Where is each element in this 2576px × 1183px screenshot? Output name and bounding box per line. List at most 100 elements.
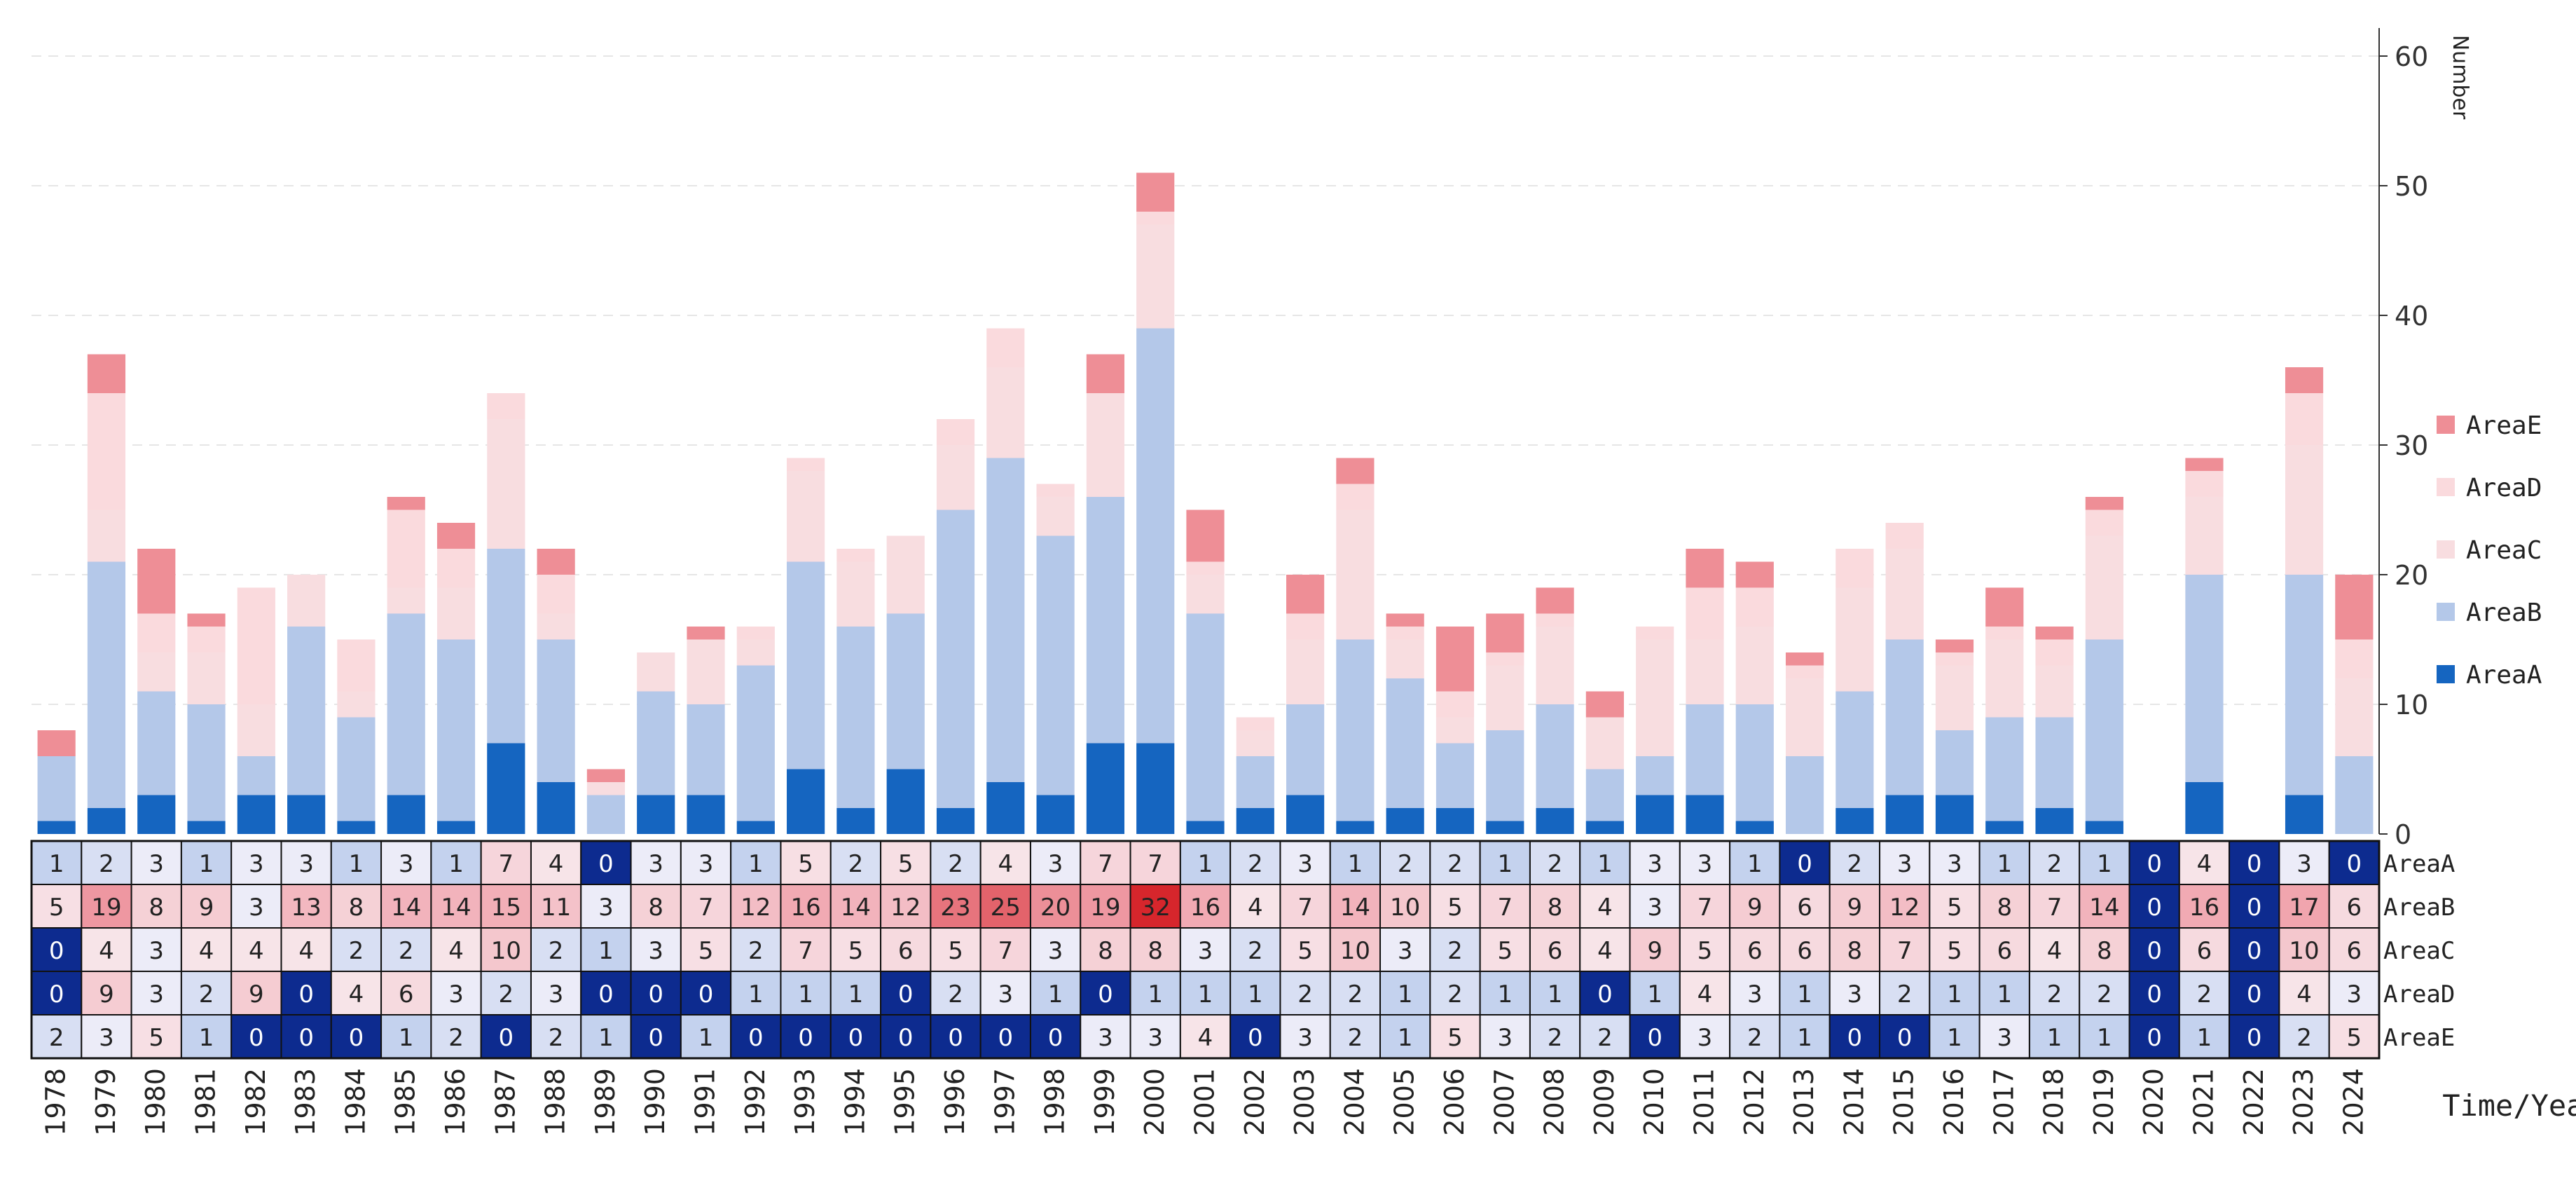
heatmap-cell-areae-2001 [1179, 1014, 1232, 1059]
heatmap-cell-aread-1992 [730, 971, 782, 1016]
heatmap-cell-areac-2020 [2128, 927, 2180, 972]
bar-areab-2017 [1985, 717, 2024, 821]
x-tick-label-2010: 2010 [1639, 1068, 1669, 1136]
heatmap-value: 3 [298, 850, 314, 878]
heatmap-value: 4 [1697, 980, 1713, 1008]
heatmap-value: 0 [1048, 1024, 1063, 1052]
bar-areac-2015 [1885, 549, 1924, 640]
bar-areaa-2023 [2285, 795, 2324, 834]
heatmap-value: 2 [1348, 980, 1363, 1008]
y-axis: Number 0 10 20 30 40 50 60 [2378, 28, 2472, 850]
bar-areae-2013 [1785, 652, 1824, 666]
bar-areac-1983 [287, 575, 326, 627]
heatmap-value: 7 [1697, 894, 1713, 922]
heatmap-value: 4 [199, 937, 214, 965]
heatmap-cell-areab-1991 [680, 884, 732, 929]
heatmap-cell-aread-2006 [1429, 971, 1481, 1016]
heatmap-cell-aread-2004 [1329, 971, 1382, 1016]
bar-areae-1986 [436, 523, 476, 549]
bar-areae-2024 [2335, 575, 2374, 640]
heatmap-value: 1 [1148, 980, 1163, 1008]
heatmap-cell-aread-1999 [1080, 971, 1131, 1016]
bar-areab-1984 [337, 717, 376, 821]
heatmap-value: 0 [2247, 894, 2262, 922]
heatmap-cell-areae-1983 [280, 1014, 332, 1059]
heatmap-cell-areae-2020 [2128, 1014, 2180, 1059]
heatmap-value: 4 [1198, 1024, 1213, 1052]
bar-aread-2006 [1435, 691, 1475, 718]
x-tick-label-2023: 2023 [2288, 1068, 2319, 1136]
heatmap-value: 2 [2047, 850, 2062, 878]
x-tick-label-2009: 2009 [1589, 1068, 1620, 1136]
heatmap-value: 1 [848, 980, 864, 1008]
bar-areac-2019 [2085, 535, 2123, 640]
heatmap-value: 2 [1597, 1024, 1613, 1052]
heatmap-value: 4 [549, 850, 564, 878]
bar-areac-2024 [2335, 678, 2374, 756]
heatmap-value: 1 [1497, 850, 1513, 878]
bar-aread-1988 [537, 575, 575, 614]
heatmap-cell-areaa-2009 [1579, 840, 1631, 885]
bar-areaa-1980 [137, 795, 176, 834]
bar-areab-2002 [1236, 756, 1274, 808]
heatmap-value: 7 [1497, 894, 1513, 922]
heatmap-value: 6 [898, 937, 914, 965]
heatmap-cell-areab-2007 [1479, 884, 1531, 929]
bar-areab-2018 [2035, 717, 2074, 808]
heatmap-cell-aread-1988 [530, 971, 582, 1016]
heatmap-value: 5 [2347, 1024, 2362, 1052]
bar-areab-2014 [1835, 691, 1874, 808]
heatmap-value: 0 [698, 980, 714, 1008]
heatmap-value: 3 [1098, 1024, 1113, 1052]
bar-areab-2021 [2185, 575, 2224, 782]
heatmap-value: 5 [1947, 937, 1962, 965]
heatmap-value: 3 [1497, 1024, 1513, 1052]
heatmap-value: 3 [149, 850, 164, 878]
bar-areaa-2008 [1536, 808, 1574, 834]
heatmap-value: 6 [1797, 937, 1812, 965]
legend-swatch-areac [2437, 540, 2455, 559]
bar-areab-1993 [787, 561, 825, 770]
heatmap-value: 14 [391, 894, 421, 922]
heatmap-cell-areae-2005 [1379, 1014, 1431, 1059]
bar-areaa-1999 [1086, 743, 1124, 834]
legend-label-aread: AreaD [2466, 474, 2542, 502]
bar-areab-2007 [1486, 730, 1524, 821]
bar-aread-2016 [1935, 652, 1974, 666]
bar-areae-2018 [2035, 627, 2074, 640]
bar-areae-1989 [586, 769, 626, 782]
heatmap-cell-areac-1986 [430, 927, 482, 972]
heatmap-cell-areaa-2001 [1179, 840, 1232, 885]
heatmap-cell-areac-2012 [1729, 927, 1781, 972]
bar-areab-1990 [637, 691, 675, 795]
bar-areac-1989 [586, 782, 626, 795]
heatmap-value: 23 [940, 894, 970, 922]
heatmap-value: 1 [1997, 850, 2012, 878]
bar-areab-2011 [1686, 704, 1724, 795]
heatmap-cell-areab-2013 [1779, 884, 1831, 929]
heatmap-value: 1 [748, 850, 764, 878]
heatmap-value: 3 [1297, 850, 1313, 878]
bar-areab-2010 [1636, 756, 1674, 795]
heatmap-cell-areaa-1987 [480, 840, 532, 885]
bar-areae-2023 [2285, 367, 2324, 393]
x-tick-label-2012: 2012 [1739, 1068, 1770, 1136]
heatmap-cell-areaa-1999 [1080, 840, 1131, 885]
heatmap-value: 2 [1548, 1024, 1563, 1052]
bar-areac-2012 [1735, 627, 1774, 704]
heatmap-value: 2 [1447, 850, 1463, 878]
heatmap-cell-areaa-2013 [1779, 840, 1831, 885]
x-tick-label-2015: 2015 [1889, 1068, 1920, 1136]
heatmap-value: 6 [1997, 937, 2012, 965]
heatmap-value: 4 [2047, 937, 2062, 965]
heatmap-value: 6 [399, 980, 414, 1008]
heatmap-value: 0 [2347, 850, 2362, 878]
heatmap-value: 1 [399, 1024, 414, 1052]
bar-areae-2009 [1585, 691, 1624, 718]
heatmap-value: 9 [199, 894, 214, 922]
heatmap-value: 14 [441, 894, 471, 922]
heatmap-cell-areaa-2018 [2028, 840, 2081, 885]
bar-aread-2004 [1336, 484, 1375, 510]
x-tick-label-1988: 1988 [540, 1068, 571, 1136]
heatmap-cell-aread-2001 [1179, 971, 1232, 1016]
